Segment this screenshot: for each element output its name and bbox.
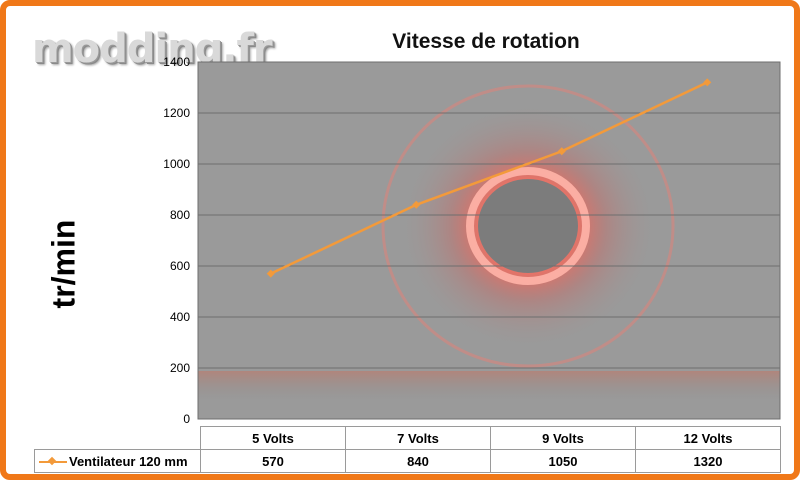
data-value-cell: 1320 [635,449,781,473]
data-value-cell: 570 [200,449,346,473]
data-point [557,147,566,156]
category-label: 5 Volts [200,426,346,450]
fan-outer-ring [381,84,675,368]
series-line [270,81,708,275]
data-table-header-row: 5 Volts 7 Volts 9 Volts 12 Volts [35,426,781,450]
line-chart: 0 200 400 600 800 1000 1200 1400 [163,55,781,426]
y-tick-labels: 0 200 400 600 800 1000 1200 1400 [163,55,190,426]
y-tick-label: 200 [170,361,190,375]
data-point [412,200,421,209]
data-table: 5 Volts 7 Volts 9 Volts 12 Volts Ventila… [34,426,781,473]
y-tick-label: 600 [170,259,190,273]
series-name: Ventilateur 120 mm [69,453,188,469]
y-tick-label: 800 [170,208,190,222]
chart-title: Vitesse de rotation [392,30,580,53]
data-point [266,269,275,278]
category-label: 12 Volts [635,426,781,450]
data-point [703,78,712,87]
fan-hub [478,179,578,273]
plot-border [197,61,781,420]
fan-floor-reflection [198,371,780,401]
y-tick-label: 400 [170,310,190,324]
data-table-series-row: Ventilateur 120 mm 570 840 1050 1320 [34,449,781,473]
legend-line-marker-icon [39,456,67,467]
y-tick-label: 1400 [163,55,190,69]
y-tick-label: 0 [183,412,190,426]
legend-entry: Ventilateur 120 mm [34,449,201,473]
data-value-cell: 1050 [490,449,636,473]
y-tick-label: 1000 [163,157,190,171]
fan-photo-background [198,62,780,419]
category-label: 7 Volts [345,426,491,450]
fan-hub-ring [466,167,590,285]
y-tick-label: 1200 [163,106,190,120]
gridlines [197,61,781,420]
series-lines [266,78,712,278]
data-value-cell: 840 [345,449,491,473]
category-label: 9 Volts [490,426,636,450]
data-table-corner [35,427,201,450]
